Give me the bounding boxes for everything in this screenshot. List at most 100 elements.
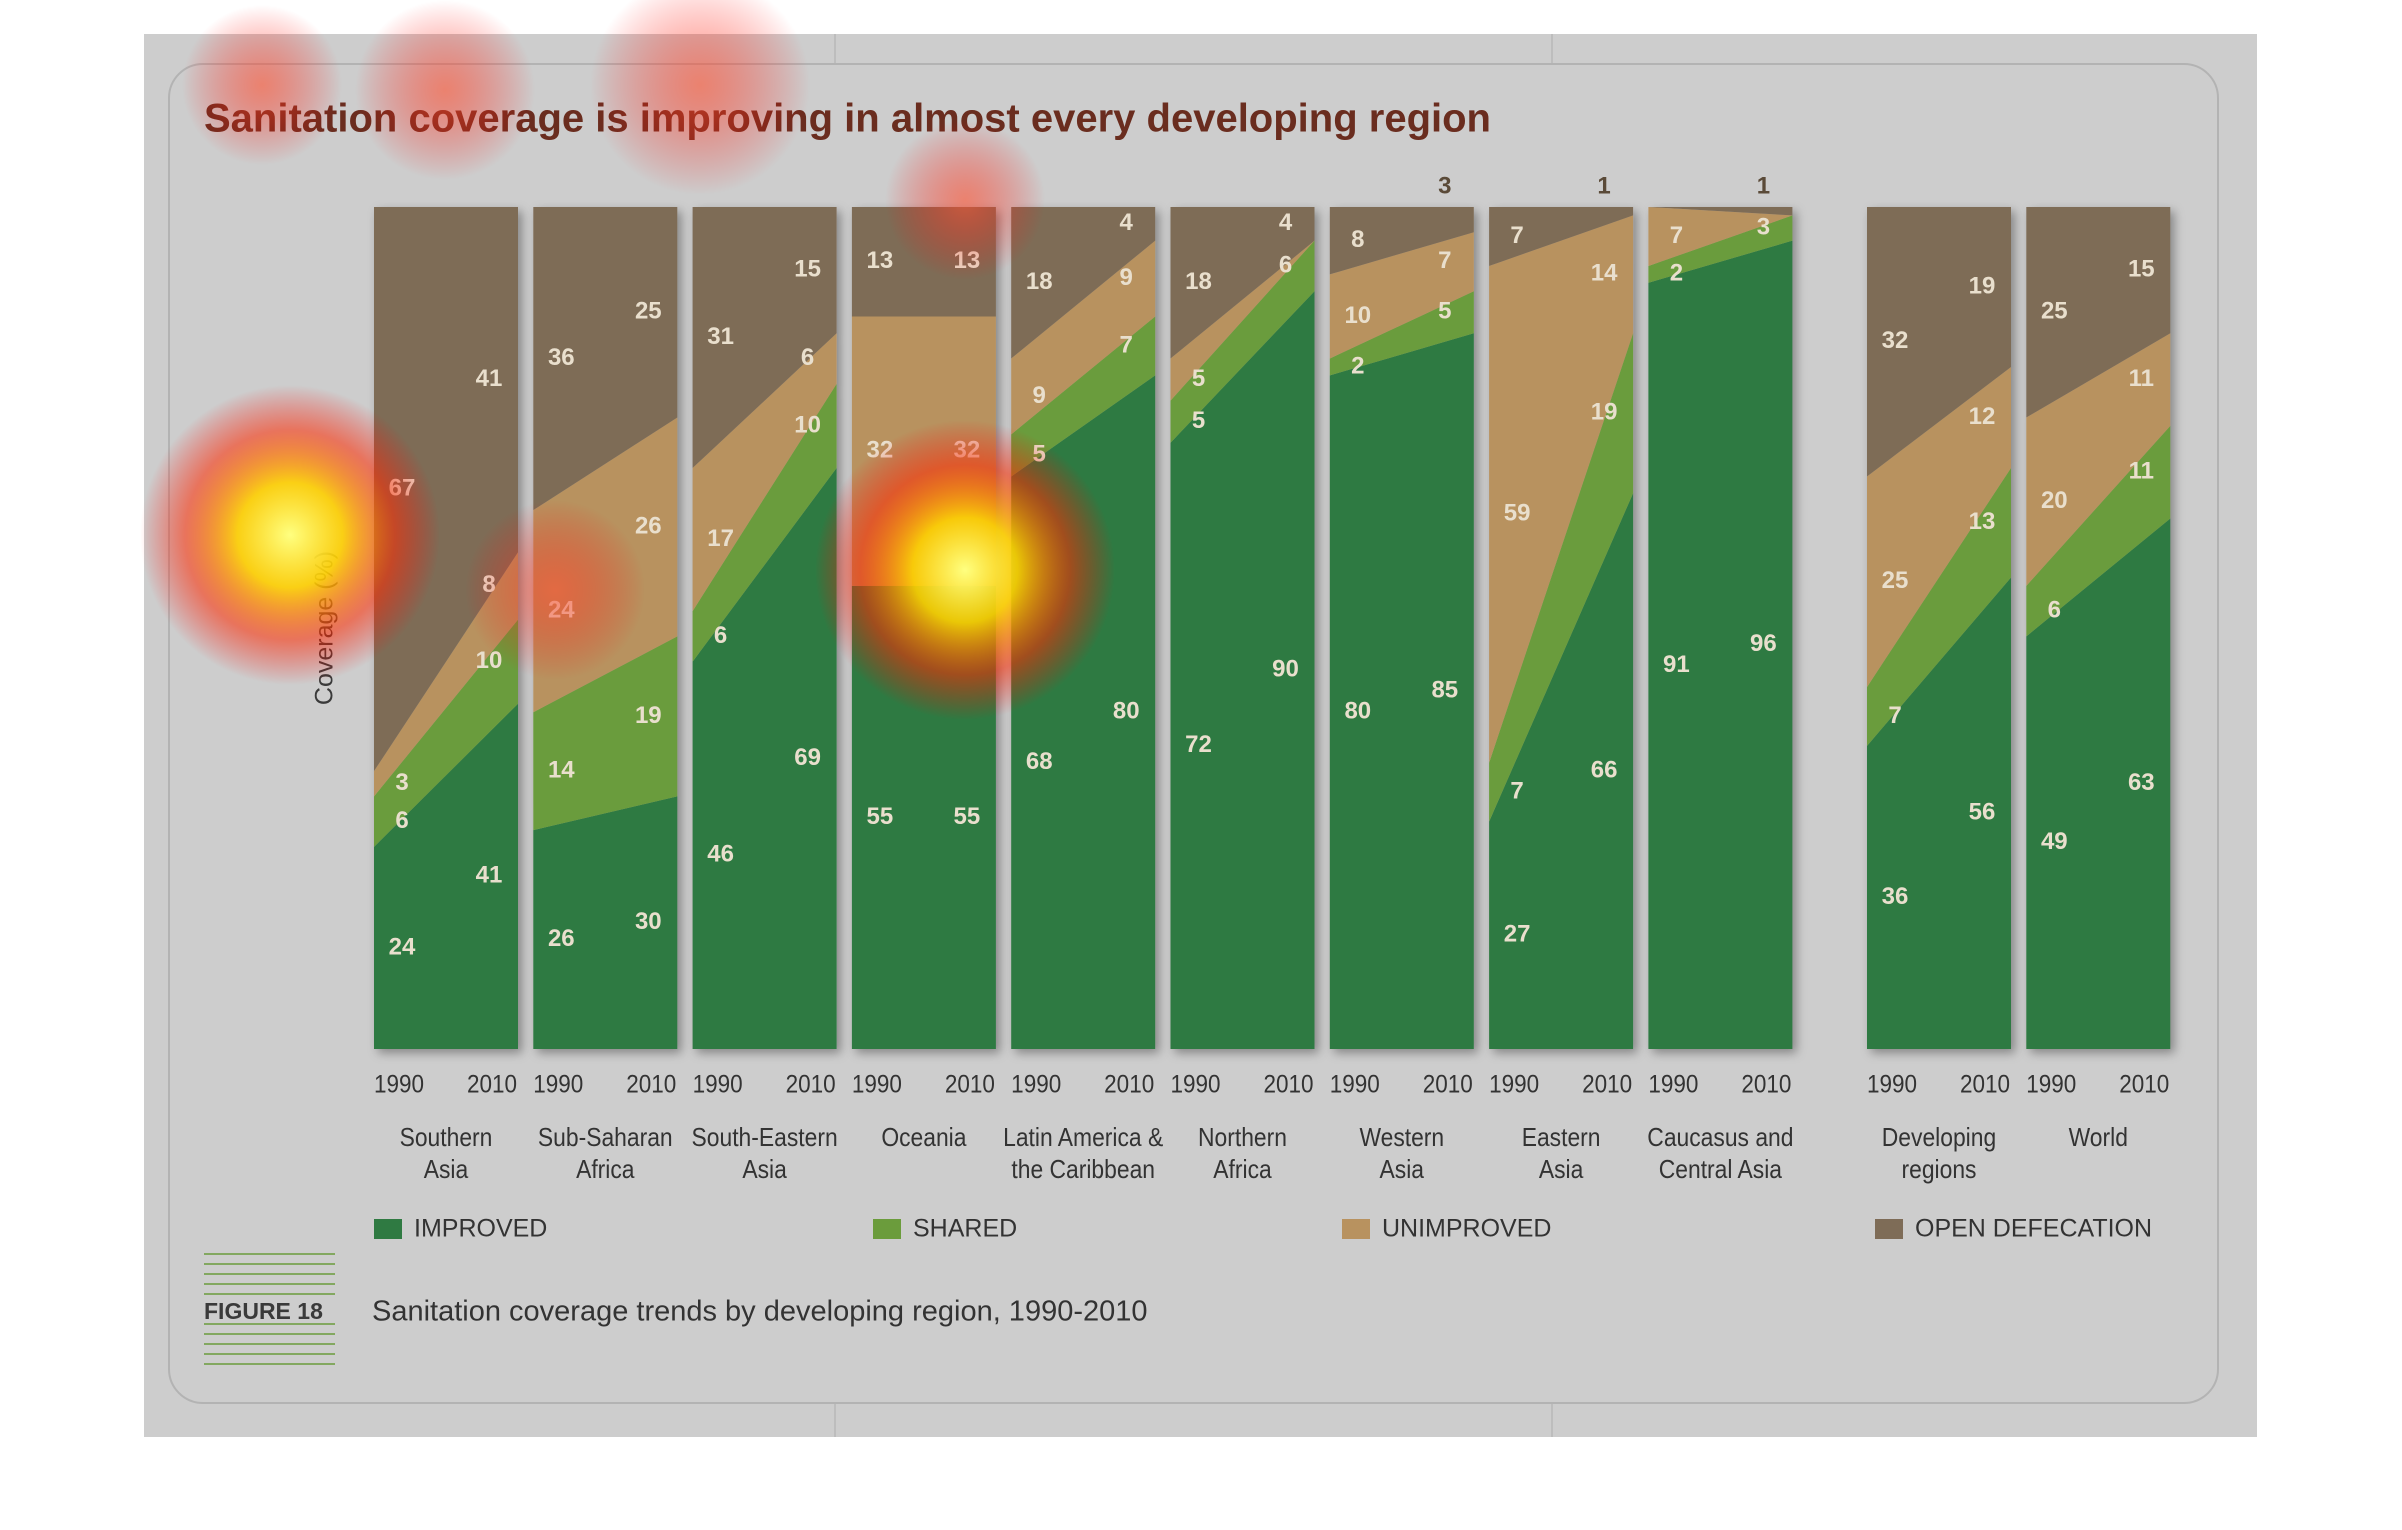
data-label: 3 [395,769,408,796]
region-label: Asia [1380,1156,1425,1185]
x-tick-label: 1990 [693,1071,743,1099]
area-segment [1489,333,1634,822]
legend-label: IMPROVED [414,1215,547,1243]
data-label: 32 [954,437,981,464]
data-label: 7 [1888,702,1901,729]
legend-label: UNIMPROVED [1382,1215,1551,1243]
data-label: 18 [1185,268,1212,295]
data-label: 12 [1969,403,1996,430]
data-label: 7 [1438,247,1451,274]
data-label: 56 [1969,799,1996,826]
data-label: 55 [954,803,981,830]
region-label: Northern [1198,1124,1287,1153]
x-tick-label: 1990 [2026,1071,2076,1099]
figure-label: FIGURE 18 [204,1298,323,1324]
region-plot [692,207,837,1049]
data-label: 13 [954,247,981,274]
data-label: 80 [1113,698,1140,725]
data-label: 5 [1438,298,1451,325]
data-label: 6 [714,622,727,649]
data-label: 36 [548,344,575,371]
data-label: 6 [395,807,408,834]
area-segment [692,207,837,469]
data-label: 5 [1033,441,1046,468]
data-label: 25 [635,298,662,325]
region-label: South-Eastern [692,1124,838,1153]
region-label: Developing [1882,1124,1996,1153]
area-segment [1329,291,1474,376]
region-plot [1329,207,1474,1049]
area-segment [1489,215,1634,763]
y-axis-label: Coverage (%) [311,551,339,705]
area-segment [1648,215,1793,283]
data-label: 4 [1120,209,1134,236]
data-label: 59 [1504,500,1531,527]
data-label: 80 [1344,698,1371,725]
area-segment [1867,366,2011,687]
data-label: 6 [2048,597,2061,624]
legend-label: SHARED [913,1215,1017,1243]
chart-title: Sanitation coverage is improving in almo… [204,97,1491,141]
area-segment [1648,240,1793,1049]
area-segment [1329,207,1474,275]
area-segment [1648,207,1793,266]
region-label: Eastern [1522,1124,1601,1153]
data-label: 32 [867,437,894,464]
legend-swatch [873,1219,901,1239]
data-label: 68 [1026,748,1053,775]
data-label: 27 [1504,921,1531,948]
data-label: 14 [548,756,575,783]
region-label: Western [1359,1124,1444,1153]
data-label: 9 [1033,382,1046,409]
area-segment [533,636,678,831]
data-label: 7 [1510,222,1523,249]
data-label: 32 [1882,327,1909,354]
region-label: Asia [1539,1156,1584,1185]
region-label: Sub-Saharan [538,1124,673,1153]
data-label: 66 [1591,756,1618,783]
area-segment [2026,425,2171,637]
data-label: 14 [1591,260,1618,287]
data-label: 8 [482,571,495,598]
x-tick-label: 1990 [374,1071,424,1099]
data-label: 24 [389,933,416,960]
data-label: 2 [1670,260,1683,287]
area-segment [1170,291,1315,1049]
region-label: Asia [424,1156,469,1185]
region-label: Oceania [881,1124,967,1153]
region-label: Southern [400,1124,493,1153]
data-label: 69 [794,744,821,771]
region-label: Africa [576,1156,635,1185]
x-tick-label: 2010 [945,1071,995,1099]
region-plot [1489,207,1634,1049]
data-label: 19 [635,702,662,729]
legend-swatch [1342,1219,1370,1239]
region-plot [851,207,996,1049]
data-label: 63 [2128,769,2155,796]
x-tick-label: 2010 [786,1071,836,1099]
data-label: 3 [1438,172,1451,199]
region-label: Central Asia [1659,1156,1783,1185]
data-label: 1 [1597,172,1610,199]
x-tick-label: 2010 [1582,1071,1632,1099]
data-label: 30 [635,908,662,935]
data-label: 3 [1757,213,1770,240]
data-label: 10 [1344,302,1371,329]
area-segment [2026,518,2171,1049]
x-tick-label: 2010 [1423,1071,1473,1099]
data-label: 31 [707,323,734,350]
x-tick-label: 2010 [626,1071,676,1099]
data-label: 15 [794,255,821,282]
x-tick-label: 2010 [1741,1071,1791,1099]
area-segment [374,703,518,1049]
region-label: Africa [1213,1156,1272,1185]
area-segment [1170,240,1315,443]
x-tick-label: 1990 [1011,1071,1061,1099]
data-label: 7 [1120,331,1133,358]
data-label: 13 [867,247,894,274]
region-label: World [2069,1124,2128,1153]
data-label: 5 [1192,407,1205,434]
data-label: 1 [1757,172,1770,199]
